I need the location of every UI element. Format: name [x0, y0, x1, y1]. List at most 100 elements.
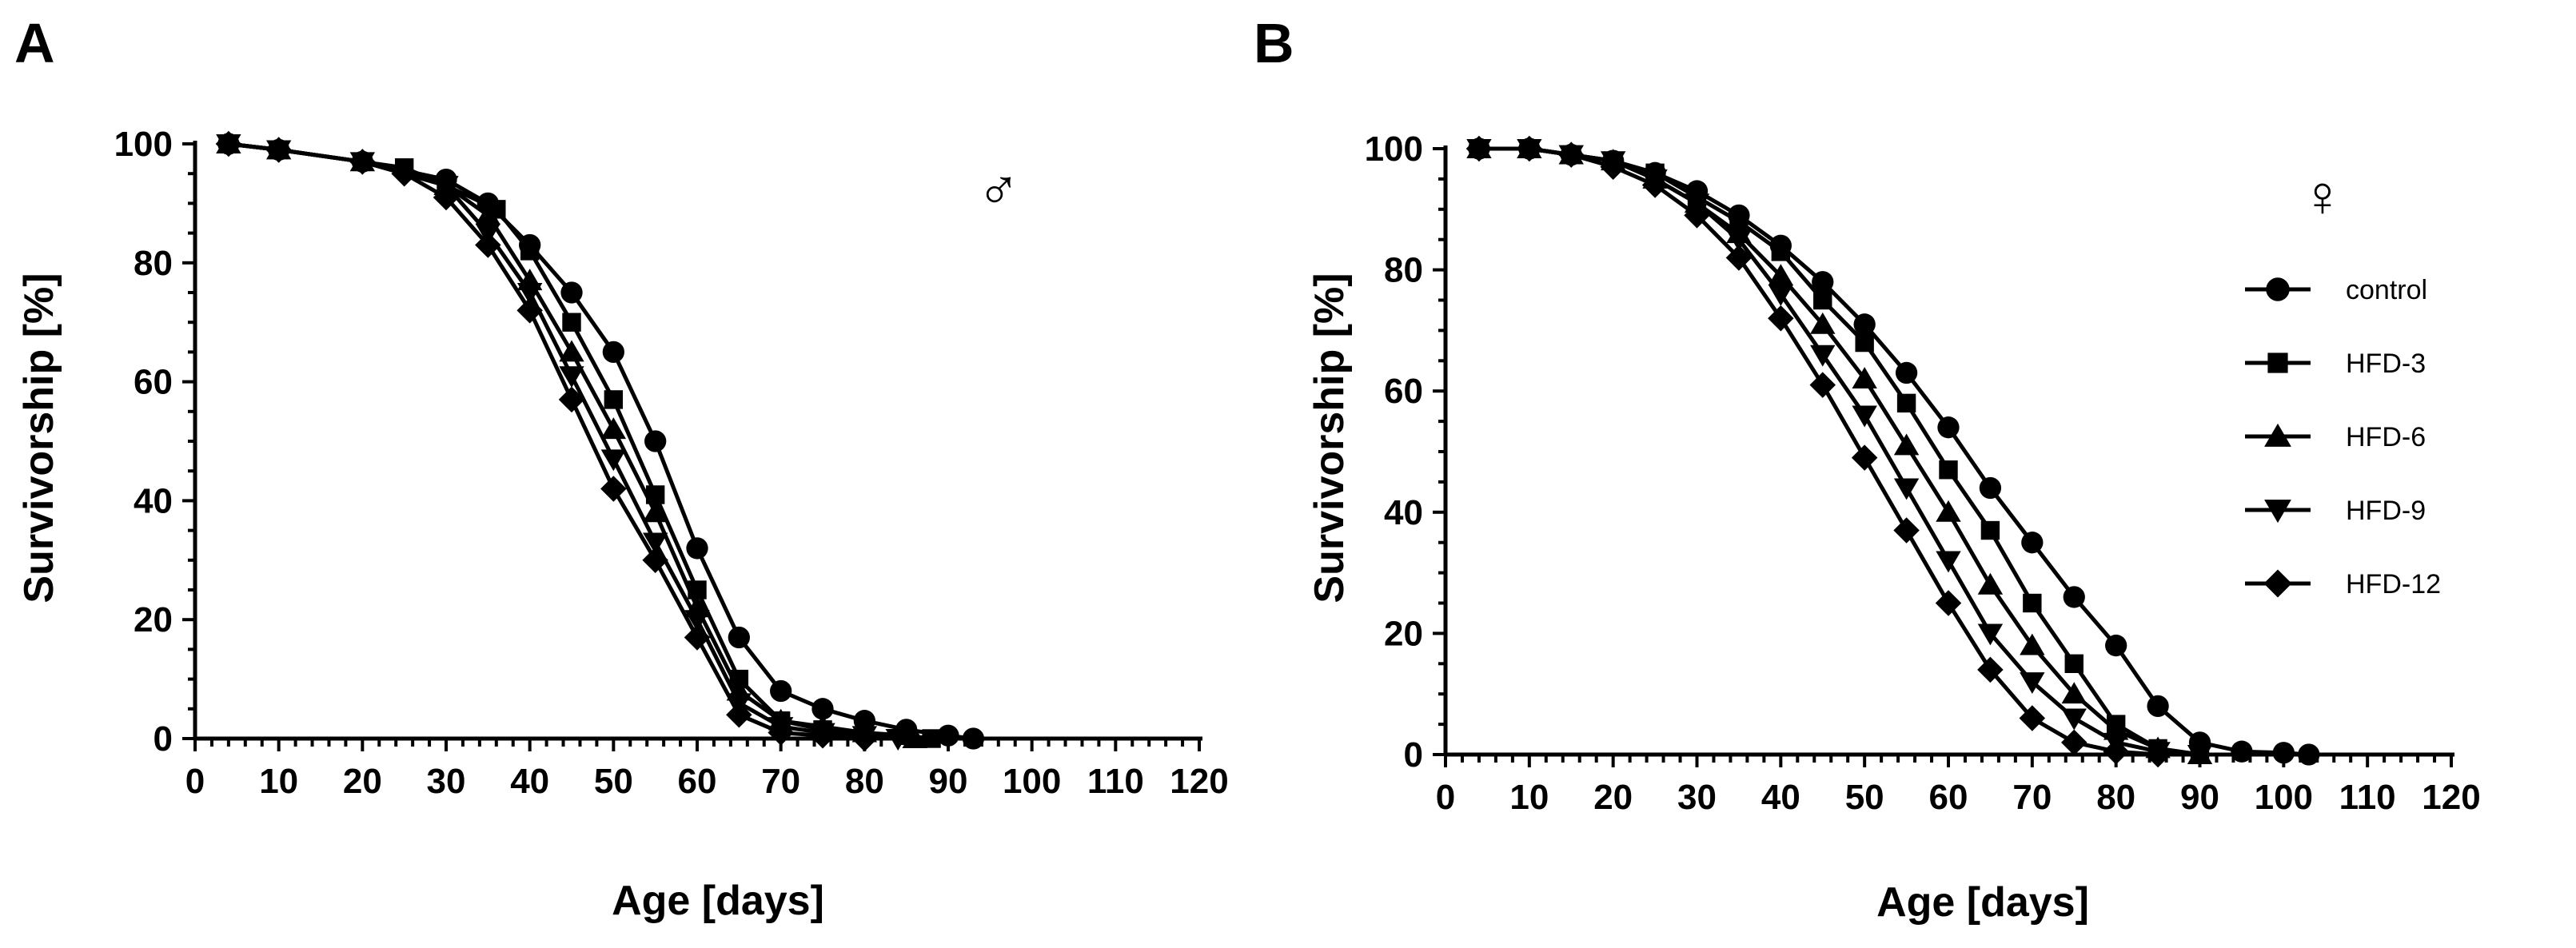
panel-a-axes: 0 20 40 60 80 100 0 10 20 30 40 50 60 70 80 90 100 110 120	[114, 125, 1229, 801]
panel-a-y-tick-label: 80	[134, 244, 173, 283]
panel-a-point-hfd-12	[768, 719, 794, 746]
panel-b-series-control	[1468, 137, 2320, 766]
panel-b-series-hfd-3	[1469, 139, 2210, 764]
panel-b-point-hfd-6	[1893, 433, 1920, 456]
legend-label-hfd-12: HFD-12	[2346, 569, 2441, 599]
panel-a-x-tick-label: 0	[185, 762, 205, 801]
panel-a-point-hfd-6	[902, 727, 927, 748]
panel-b-point-hfd-9	[1852, 405, 1877, 428]
panel-a-point-control	[644, 430, 667, 452]
panel-a-x-tick-label: 10	[259, 762, 298, 801]
panel-a-x-tick-label: 30	[427, 762, 466, 801]
panel-b-point-control	[2063, 586, 2085, 608]
legend-label-hfd-6: HFD-6	[2346, 422, 2426, 452]
panel-b-line-hfd-9	[1478, 146, 2200, 757]
panel-b-point-hfd-12	[2061, 729, 2088, 756]
panel-a-y-tick-label: 100	[114, 125, 173, 164]
panel-b-point-hfd-6	[2061, 682, 2087, 704]
panel-b-chart: B ♀ Survivorship [%] Age [days] 0 20 40 60 8…	[1254, 12, 2481, 926]
panel-a-point-control	[602, 341, 624, 364]
panel-a-x-tick-label: 120	[1170, 762, 1228, 801]
panel-a-series-hfd-9	[216, 134, 911, 751]
panel-b-x-tick-label: 70	[2012, 778, 2052, 817]
panel-a-line-hfd-9	[228, 141, 899, 741]
panel-a-point-hfd-9	[684, 610, 710, 632]
legend-marker-hfd-6	[2264, 423, 2291, 447]
panel-a-series	[215, 130, 985, 752]
panel-b-point-hfd-3	[1939, 460, 1958, 480]
legend-item-hfd-12: HFD-12	[2245, 569, 2441, 599]
panel-b-point-control	[2272, 742, 2295, 764]
panel-b-series-hfd-9	[1466, 139, 2213, 767]
panel-b-point-hfd-9	[1893, 478, 1920, 500]
panel-a-point-control	[728, 626, 750, 649]
panel-b-y-tick-label: 40	[1384, 493, 1423, 532]
panel-a-point-hfd-9	[885, 729, 911, 751]
panel-a-point-hfd-12	[265, 137, 292, 163]
panel-b-point-hfd-12	[1558, 141, 1585, 168]
panel-a-point-hfd-6	[559, 340, 584, 362]
panel-b-x-tick-label: 40	[1761, 778, 1800, 817]
panel-b-point-hfd-3	[1771, 242, 1791, 261]
panel-b-point-hfd-3	[1813, 290, 1832, 310]
panel-a-point-hfd-12	[433, 184, 460, 211]
panel-b-line-hfd-6	[1478, 146, 2200, 757]
panel-b-y-tick-label: 60	[1384, 372, 1423, 411]
panel-b-line-hfd-12	[1478, 146, 2159, 757]
panel-b-x-tick-label: 0	[1436, 778, 1455, 817]
panel-b-x-axis-title: Age [days]	[1876, 879, 2089, 926]
panel-b-point-hfd-9	[1977, 623, 2004, 646]
panel-a-x-tick-label: 60	[678, 762, 717, 801]
panel-a-series-hfd-12	[215, 130, 878, 752]
panel-b-series-hfd-12	[1465, 135, 2171, 768]
panel-b-series	[1465, 135, 2320, 768]
panel-a-point-hfd-9	[559, 366, 584, 388]
panel-b-y-axis-title: Survivorship [%]	[1306, 273, 1353, 603]
panel-b-x-tick-label: 90	[2180, 778, 2219, 817]
panel-b-point-hfd-12	[1600, 153, 1626, 180]
panel-a-point-hfd-12	[516, 297, 543, 324]
panel-a-y-axis-title: Survivorship [%]	[16, 273, 62, 603]
panel-b-point-hfd-12	[1465, 135, 1493, 162]
panel-a-point-hfd-12	[349, 149, 376, 175]
legend-item-hfd-6: HFD-6	[2245, 422, 2426, 452]
panel-b-point-hfd-12	[2144, 741, 2171, 768]
panel-a-point-hfd-12	[851, 725, 878, 752]
panel-b-x-tick-label: 80	[2096, 778, 2135, 817]
panel-a-point-control	[770, 679, 792, 703]
panel-a-series-hfd-6	[216, 132, 927, 748]
panel-b-point-control	[2147, 695, 2169, 718]
legend-item-control: control	[2245, 275, 2427, 305]
panel-a-point-control	[560, 281, 583, 304]
panel-b-point-hfd-12	[1725, 245, 1753, 271]
panel-a-point-hfd-9	[642, 532, 668, 555]
panel-b-point-hfd-12	[1684, 202, 1710, 229]
panel-a-x-axis-title: Age [days]	[612, 878, 824, 924]
panel-a-x-tick-label: 40	[510, 762, 549, 801]
panel-b-x-tick-label: 110	[2339, 778, 2396, 817]
panel-b-point-hfd-9	[1768, 284, 1794, 306]
panel-b-x-tick-label: 50	[1845, 778, 1884, 817]
panel-b-point-hfd-12	[2019, 705, 2046, 731]
panel-a-chart: A ♂ Survivorship [%] Age [days] 0 20 40 60 8…	[14, 12, 1229, 924]
panel-a-point-hfd-3	[604, 390, 624, 409]
panel-a-point-hfd-12	[642, 547, 668, 574]
legend-item-hfd-3: HFD-3	[2245, 349, 2426, 379]
legend-marker-hfd-3	[2267, 353, 2288, 373]
panel-b-point-hfd-12	[1809, 372, 1836, 398]
panel-b-point-hfd-6	[1810, 312, 1836, 334]
legend: control HFD-3 HFD-6 HFD-9 HFD-12	[2245, 275, 2441, 599]
panel-a-point-hfd-3	[562, 313, 581, 332]
panel-b-point-hfd-3	[1896, 393, 1916, 413]
panel-b-point-control	[1812, 271, 1834, 293]
panel-b-point-control	[1853, 313, 1876, 336]
panel-a-point-hfd-12	[684, 624, 711, 651]
panel-a-series-control	[217, 133, 985, 750]
panel-a-line-hfd-12	[228, 141, 865, 741]
panel-b-point-hfd-12	[1641, 172, 1669, 198]
panel-b-point-hfd-12	[1516, 135, 1543, 162]
panel-b-point-hfd-3	[1855, 333, 1874, 353]
panel-b-point-hfd-12	[1851, 444, 1878, 471]
panel-b-point-control	[2021, 532, 2044, 554]
panel-a-x-tick-label: 80	[845, 762, 884, 801]
